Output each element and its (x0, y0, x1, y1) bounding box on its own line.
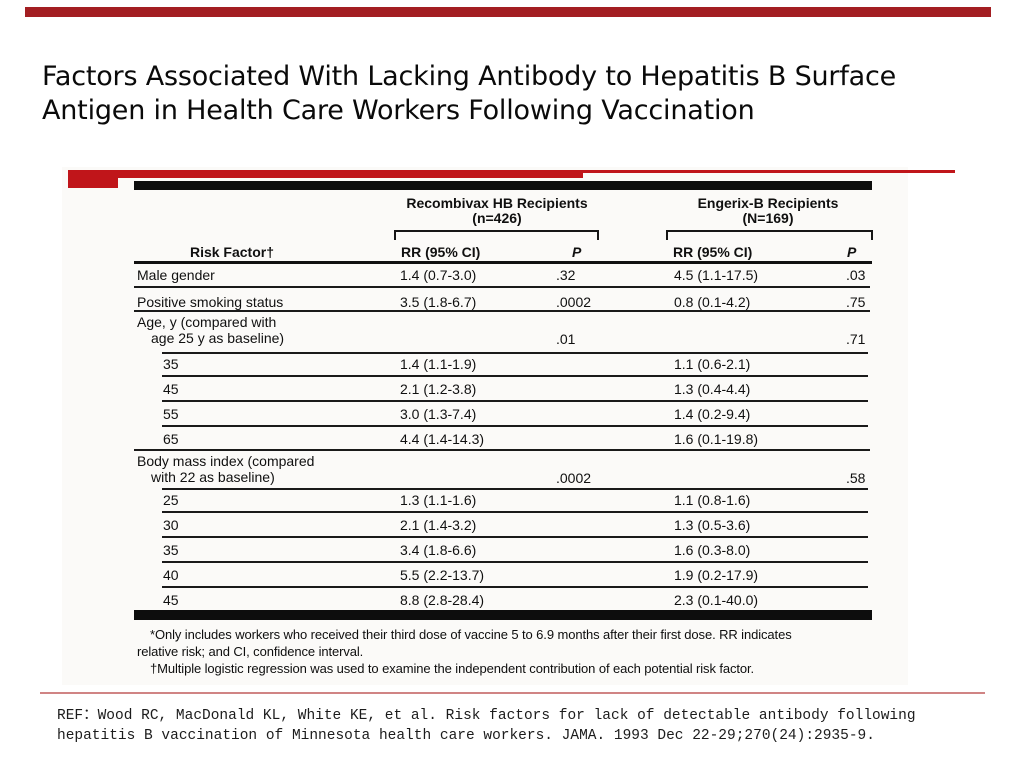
row-label: 45 (163, 592, 179, 608)
row-rule (162, 488, 868, 490)
row-rule (162, 400, 868, 402)
reference-line-2: hepatitis B vaccination of Minnesota hea… (57, 728, 875, 744)
cell-rr-engerix: 1.1 (0.6-2.1) (674, 356, 751, 372)
row-label: Age, y (compared with (137, 314, 277, 330)
cell-p-engerix: .03 (846, 267, 866, 283)
column-header-rr-1: RR (95% CI) (401, 244, 481, 260)
reference-line-1: REF：Wood RC, MacDonald KL, White KE, et … (57, 708, 916, 724)
cell-rr-engerix: 1.6 (0.1-19.8) (674, 431, 759, 447)
row-label: Positive smoking status (137, 294, 284, 310)
cell-rr-recombivax: 2.1 (1.4-3.2) (400, 517, 477, 533)
cell-rr-engerix: 1.3 (0.5-3.6) (674, 517, 751, 533)
row-label: 35 (163, 542, 179, 558)
row-label: 25 (163, 492, 179, 508)
row-rule (162, 352, 868, 354)
cell-rr-engerix: 1.4 (0.2-9.4) (674, 406, 751, 422)
row-rule (162, 425, 868, 427)
red-accent-bar (118, 170, 583, 178)
spanner-bracket-engerix (666, 230, 873, 240)
cell-p-recombivax: .32 (556, 267, 576, 283)
cell-p-engerix: .75 (846, 294, 866, 310)
row-rule (162, 536, 868, 538)
row-rule (134, 286, 870, 288)
group-header-recombivax-n: (n=426) (472, 210, 522, 226)
cell-p-recombivax: .0002 (556, 470, 592, 486)
table-top-border (134, 181, 872, 190)
slide-title: Factors Associated With Lacking Antibody… (42, 60, 992, 128)
row-label: Male gender (137, 267, 215, 283)
footnote-line-3: †Multiple logistic regression was used t… (150, 661, 755, 676)
cell-p-recombivax: .01 (556, 331, 576, 347)
cell-rr-engerix: 4.5 (1.1-17.5) (674, 267, 759, 283)
cell-rr-recombivax: 3.4 (1.8-6.6) (400, 542, 477, 558)
cell-rr-recombivax: 3.0 (1.3-7.4) (400, 406, 477, 422)
row-label: 45 (163, 381, 179, 397)
cell-p-engerix: .71 (846, 331, 866, 347)
header-underline (134, 261, 872, 264)
slide-title-line-2: Antigen in Health Care Workers Following… (42, 95, 755, 126)
row-label-wrap: with 22 as baseline) (151, 469, 275, 485)
table-bottom-border (134, 610, 872, 620)
red-accent-block (68, 170, 118, 188)
column-header-risk-factor: Risk Factor† (189, 244, 275, 260)
cell-rr-engerix: 1.6 (0.3-8.0) (674, 542, 751, 558)
cell-rr-recombivax: 1.4 (1.1-1.9) (400, 356, 477, 372)
footer-divider-line (40, 692, 985, 694)
group-header-engerix: Engerix-B Recipients (697, 195, 839, 211)
cell-rr-recombivax: 2.1 (1.2-3.8) (400, 381, 477, 397)
slide-top-red-bar (25, 7, 991, 17)
row-rule (162, 375, 868, 377)
cell-rr-recombivax: 4.4 (1.4-14.3) (400, 431, 485, 447)
cell-rr-engerix: 1.1 (0.8-1.6) (674, 492, 751, 508)
cell-rr-recombivax: 5.5 (2.2-13.7) (400, 567, 485, 583)
row-label: 30 (163, 517, 179, 533)
cell-rr-engerix: 0.8 (0.1-4.2) (674, 294, 751, 310)
row-rule (162, 586, 868, 588)
cell-rr-recombivax: 1.3 (1.1-1.6) (400, 492, 477, 508)
column-header-p-1: P (572, 244, 582, 260)
red-accent-thin-line (583, 170, 955, 173)
cell-rr-recombivax: 3.5 (1.8-6.7) (400, 294, 477, 310)
row-rule (162, 561, 868, 563)
group-header-recombivax: Recombivax HB Recipients (406, 195, 588, 211)
footnote-line-2: relative risk; and CI, confidence interv… (137, 644, 364, 659)
cell-rr-engerix: 2.3 (0.1-40.0) (674, 592, 759, 608)
cell-rr-recombivax: 1.4 (0.7-3.0) (400, 267, 477, 283)
cell-rr-engerix: 1.9 (0.2-17.9) (674, 567, 759, 583)
row-rule (134, 310, 870, 312)
row-label: 55 (163, 406, 179, 422)
row-label-wrap: age 25 y as baseline) (151, 330, 285, 346)
cell-p-engerix: .58 (846, 470, 866, 486)
group-header-engerix-n: (N=169) (742, 210, 794, 226)
row-label: 40 (163, 567, 179, 583)
row-label: 65 (163, 431, 179, 447)
row-rule (134, 449, 870, 451)
cell-rr-recombivax: 8.8 (2.8-28.4) (400, 592, 485, 608)
row-label: Body mass index (compared (137, 453, 315, 469)
row-label: 35 (163, 356, 179, 372)
column-header-rr-2: RR (95% CI) (673, 244, 753, 260)
footnote-line-1: *Only includes workers who received thei… (150, 627, 792, 642)
cell-p-recombivax: .0002 (556, 294, 592, 310)
cell-rr-engerix: 1.3 (0.4-4.4) (674, 381, 751, 397)
row-rule (162, 511, 868, 513)
reference-citation: REF：Wood RC, MacDonald KL, White KE, et … (57, 706, 997, 746)
column-header-p-2: P (847, 244, 857, 260)
spanner-bracket-recombivax (394, 230, 599, 240)
slide-title-line-1: Factors Associated With Lacking Antibody… (42, 61, 897, 92)
